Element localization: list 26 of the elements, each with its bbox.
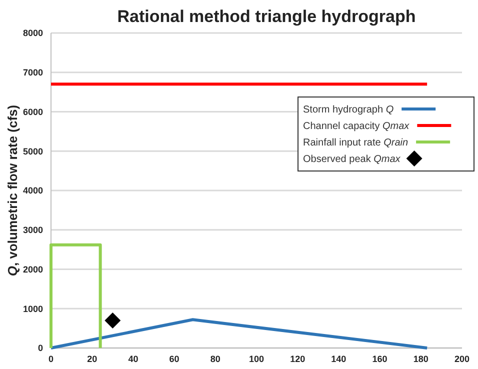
x-tick-label: 180 xyxy=(413,354,428,364)
y-tick-label: 6000 xyxy=(22,106,43,117)
legend-label: Rainfall input rate Qrain xyxy=(303,138,408,148)
y-tick-label: 7000 xyxy=(22,68,43,78)
x-tick-label: 140 xyxy=(331,354,346,364)
x-tick-label: 60 xyxy=(169,354,180,364)
x-tick-label: 80 xyxy=(210,354,220,364)
chart-title: Rational method triangle hydrograph xyxy=(117,7,416,26)
x-tick-label: 120 xyxy=(290,354,306,364)
y-tick-label: 5000 xyxy=(22,146,43,156)
y-axis-title: Q, volumetric flow rate (cfs) xyxy=(5,104,20,276)
legend-label: Channel capacity Qmax xyxy=(303,121,410,132)
x-tick-label: 200 xyxy=(454,354,470,364)
legend-label: Observed peak Qmax xyxy=(303,154,402,165)
y-tick-label: 4000 xyxy=(22,186,43,196)
legend-label: Storm hydrograph Q xyxy=(303,104,394,116)
x-tick-label: 20 xyxy=(87,354,98,364)
y-tick-label: 3000 xyxy=(22,225,43,236)
y-tick-label: 2000 xyxy=(22,264,43,274)
x-tick-label: 100 xyxy=(248,354,264,364)
y-tick-label: 8000 xyxy=(22,28,43,38)
x-tick-label: 160 xyxy=(372,354,388,364)
y-tick-label: 0 xyxy=(38,343,43,354)
x-tick-label: 0 xyxy=(48,354,54,364)
x-tick-label: 40 xyxy=(128,354,138,364)
y-tick-label: 1000 xyxy=(22,304,43,314)
